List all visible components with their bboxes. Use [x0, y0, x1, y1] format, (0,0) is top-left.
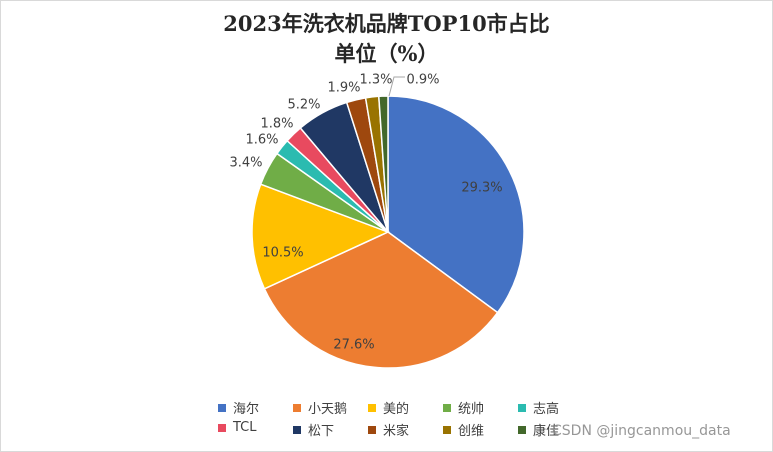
pie-slice-2 [263, 231, 499, 369]
legend-swatch [218, 403, 226, 412]
legend-swatch [443, 403, 451, 412]
legend-item-8: 米家 [368, 420, 409, 439]
legend-item-5: 志高 [518, 398, 559, 417]
data-label-9: 1.3% [359, 73, 392, 88]
watermark: CSDN @jingcanmou_data [552, 423, 731, 439]
legend-swatch [293, 403, 301, 412]
legend-swatch [368, 425, 376, 434]
legend-label: 海尔 [233, 402, 260, 417]
legend-swatch [218, 423, 226, 432]
pie-slice-1 [387, 95, 525, 314]
legend-swatch [443, 425, 451, 434]
legend-item-9: 创维 [443, 420, 484, 439]
leader-line-10 [388, 76, 405, 97]
data-label-6: 1.8% [260, 117, 293, 132]
legend-label: 美的 [383, 402, 410, 417]
legend-item-7: 松下 [293, 420, 334, 439]
data-label-8: 1.9% [327, 81, 360, 96]
legend-label: 康佳 [533, 424, 560, 439]
legend-label: 米家 [383, 424, 410, 439]
legend-item-1: 海尔 [218, 398, 259, 417]
data-label-2: 27.6% [333, 338, 374, 353]
pie-slice-3 [251, 183, 390, 290]
legend-item-2: 小天鹅 [293, 398, 347, 417]
data-label-5: 1.6% [245, 133, 278, 148]
data-label-7: 5.2% [287, 98, 320, 113]
data-label-1: 29.3% [461, 181, 502, 196]
legend-swatch [518, 403, 526, 412]
legend-label: 松下 [308, 424, 335, 439]
data-label-10: 0.9% [406, 73, 439, 88]
chart-title: 2023年洗衣机品牌TOP10市占比 [223, 11, 550, 36]
legend-swatch [368, 403, 376, 412]
legend-item-6: TCL [218, 420, 257, 435]
legend-swatch [518, 425, 526, 434]
pie-slice-10 [377, 95, 389, 233]
legend-item-10: 康佳 [518, 420, 559, 439]
legend-item-3: 美的 [368, 398, 409, 417]
data-label-4: 3.4% [229, 156, 262, 171]
legend-label: TCL [233, 420, 257, 435]
data-label-3: 10.5% [262, 246, 303, 261]
legend-label: 小天鹅 [308, 402, 348, 417]
legend-label: 统帅 [458, 402, 485, 417]
legend-swatch [293, 425, 301, 434]
legend-item-4: 统帅 [443, 398, 484, 417]
legend-label: 创维 [458, 424, 485, 439]
chart-subtitle: 单位（%） [334, 41, 439, 66]
legend-label: 志高 [533, 402, 560, 417]
